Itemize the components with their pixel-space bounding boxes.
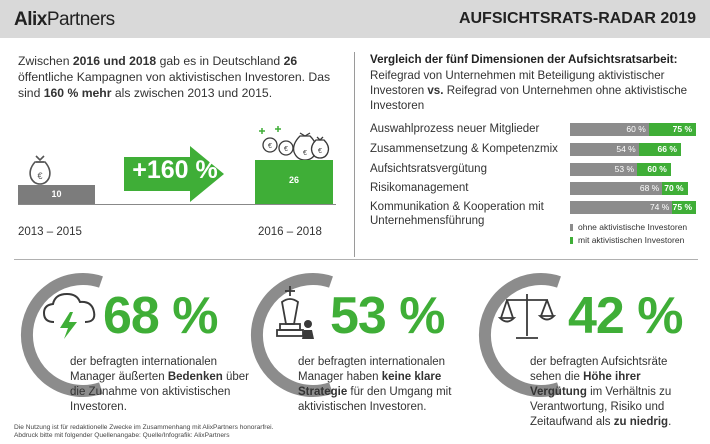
- stat-text-2: der befragten internationalen Manager ha…: [298, 356, 452, 413]
- dimension-bar: 60 % 75 %: [570, 123, 696, 136]
- dimension-bar: 68 % 70 %: [570, 182, 688, 195]
- value-without-activists: 74 %: [649, 202, 670, 212]
- legend-swatch-green: [570, 237, 573, 244]
- scales-icon: [498, 294, 556, 339]
- bar-2013-2015: 10: [18, 185, 95, 204]
- bar-without-activists: 60 %: [570, 123, 649, 136]
- growth-percentage: +160 %: [132, 156, 218, 184]
- value-without-activists: 60 %: [626, 124, 646, 134]
- svg-text:€: €: [318, 148, 322, 155]
- bar-2016-2018: 26: [255, 160, 333, 204]
- footer-line-1: Die Nutzung ist für redaktionelle Zwecke…: [14, 424, 274, 431]
- dimension-label: Aufsichtsratsvergütung: [370, 163, 487, 175]
- money-bag-icon: €: [29, 155, 51, 185]
- stat-value-3: 42 %: [568, 287, 684, 345]
- period-label-right: 2016 – 2018: [258, 226, 322, 238]
- stat-value-1: 68 %: [103, 287, 219, 345]
- value-with-activists: 60 %: [647, 164, 667, 174]
- stat-value-2: 53 %: [330, 287, 446, 345]
- stat-arc-1: [20, 273, 103, 397]
- value-with-activists: 70 %: [664, 183, 684, 193]
- svg-text:€: €: [284, 146, 288, 153]
- value-without-activists: 68 %: [639, 183, 660, 193]
- bar-without-activists: 74 %: [570, 201, 673, 214]
- svg-text:€: €: [37, 171, 42, 181]
- comparison-title: Vergleich der fünf Dimensionen der Aufsi…: [370, 53, 678, 66]
- bar-without-activists: 53 %: [570, 163, 638, 176]
- dimension-label: Zusammensetzung & Kompetenzmix: [370, 143, 558, 155]
- svg-text:€: €: [268, 143, 272, 150]
- stat-text-3: der befragten Aufsichtsräte sehen die Hö…: [530, 356, 672, 428]
- value-without-activists: 53 %: [614, 164, 635, 174]
- legend-swatch-grey: [570, 224, 573, 231]
- header-bar: AlixPartners AUFSICHTSRATS-RADAR 2019: [0, 0, 710, 38]
- cloud-lightning-icon: [42, 292, 96, 339]
- chess-king-icon: [276, 286, 314, 339]
- growth-arrow: [124, 146, 224, 202]
- legend-without: ohne aktivistische Investoren: [570, 222, 687, 232]
- bar-without-activists: 68 %: [570, 182, 663, 195]
- dimension-label: Auswahlprozess neuer Mitglieder: [370, 123, 540, 135]
- legend-with: mit aktivistischen Investoren: [570, 235, 684, 245]
- value-without-activists: 54 %: [616, 144, 636, 154]
- bar-without-activists: 54 %: [570, 143, 639, 156]
- chart-baseline: [18, 204, 336, 205]
- report-title: AUFSICHTSRATS-RADAR 2019: [458, 10, 696, 27]
- value-with-activists: 75 %: [672, 202, 692, 212]
- alixpartners-logo: AlixPartners: [14, 9, 115, 30]
- stat-arc-2: [250, 273, 333, 397]
- value-with-activists: 66 %: [657, 144, 677, 154]
- dimension-bar: 74 % 75 %: [570, 201, 696, 214]
- horizontal-divider: [14, 259, 698, 260]
- dimension-bar: 53 % 60 %: [570, 163, 671, 176]
- svg-text:€: €: [303, 150, 307, 157]
- value-with-activists: 75 %: [672, 124, 692, 134]
- money-bags-icon: € € € €: [259, 126, 330, 161]
- footer-line-2: Abdruck bitte mit folgender Quellenangab…: [14, 432, 230, 439]
- vertical-divider: [354, 52, 355, 257]
- dimension-label: Risikomanagement: [370, 182, 469, 194]
- stat-arc-3: [478, 273, 561, 397]
- period-label-left: 2013 – 2015: [18, 226, 82, 238]
- stat-text-1: der befragten internationalen Manager äu…: [70, 356, 249, 413]
- dimension-label: Kommunikation & Kooperation mit Unterneh…: [370, 201, 544, 227]
- intro-text: Zwischen 2016 und 2018 gab es in Deutsch…: [18, 54, 331, 100]
- dimension-bar: 54 % 66 %: [570, 143, 681, 156]
- comparison-subtitle: Reifegrad von Unternehmen mit Beteiligun…: [370, 69, 688, 112]
